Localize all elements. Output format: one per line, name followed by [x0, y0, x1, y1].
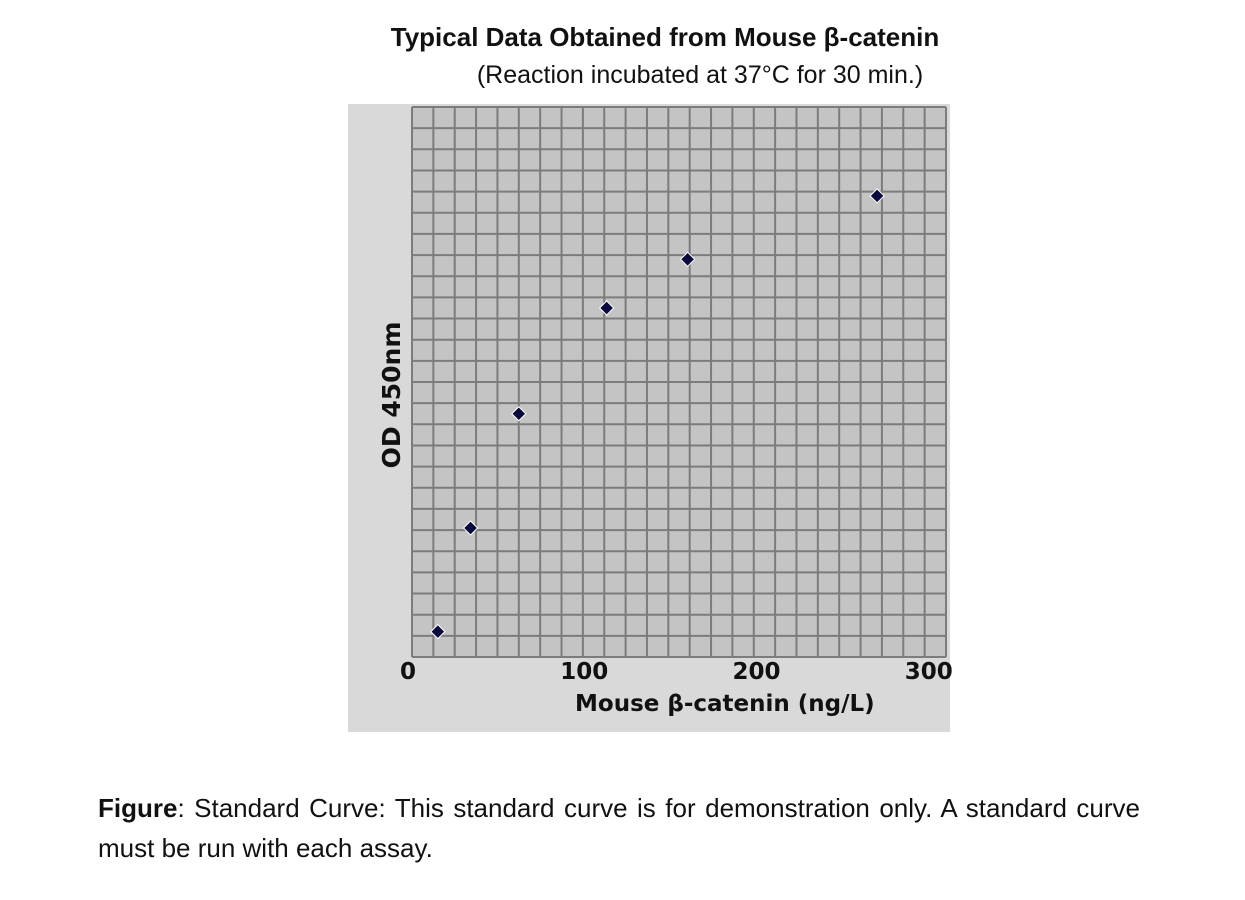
- data-point: [869, 188, 885, 204]
- data-point: [430, 623, 446, 640]
- chart-subtitle: (Reaction incubated at 37°C for 30 min.): [476, 61, 924, 89]
- y-axis-label: OD 450nm: [377, 322, 406, 469]
- caption-text: : Standard Curve: This standard curve is…: [98, 793, 1140, 863]
- scatter-chart: 0 100 200 300 Mouse β-catenin (ng/L) OD 450…: [348, 104, 953, 732]
- data-point: [598, 300, 615, 316]
- data-point: [511, 406, 527, 422]
- caption-label: Figure: [98, 793, 178, 823]
- figure-caption: Figure: Standard Curve: This standard cu…: [98, 788, 1140, 868]
- x-tick-label: 100: [560, 659, 608, 685]
- x-tick-label: 300: [905, 659, 953, 685]
- chart-title: Typical Data Obtained from Mouse β-caten…: [390, 22, 940, 52]
- x-tick-label: 200: [733, 659, 781, 685]
- data-point: [462, 520, 479, 536]
- data-point: [679, 251, 696, 268]
- x-axis-label: Mouse β-catenin (ng/L): [575, 691, 875, 717]
- x-tick-label: 0: [400, 659, 416, 685]
- grid: [411, 106, 947, 658]
